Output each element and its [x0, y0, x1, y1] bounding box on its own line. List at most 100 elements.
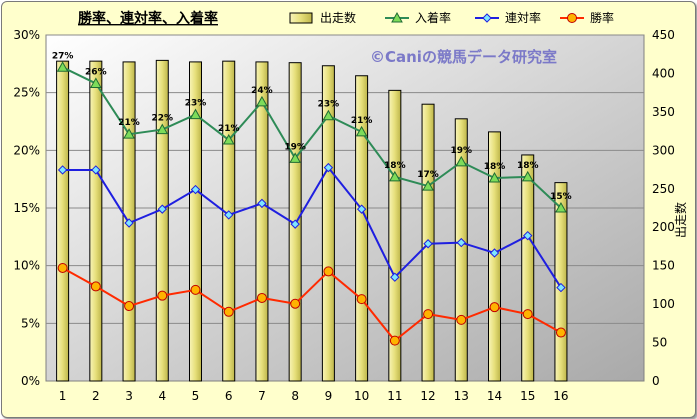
marker-triangle: [289, 152, 302, 163]
data-label: 18%: [384, 161, 406, 171]
marker-circle: [223, 306, 234, 317]
bar: [454, 118, 468, 382]
bar: [89, 60, 103, 382]
marker-triangle: [555, 201, 567, 213]
marker-circle: [57, 262, 68, 273]
bar: [388, 89, 402, 382]
marker-triangle: [322, 109, 335, 121]
data-label: 27%: [52, 51, 74, 61]
x-tick-label: 4: [158, 389, 166, 403]
marker-diamond: [323, 162, 334, 173]
x-tick-label: 14: [487, 389, 502, 403]
series-line: [62, 165, 562, 289]
marker-triangle: [388, 170, 401, 182]
marker-circle: [356, 294, 367, 305]
gridlines: [46, 34, 644, 324]
y-tick-label: 20%: [13, 143, 40, 157]
x-tick-label: 16: [553, 389, 568, 403]
bar: [222, 60, 236, 382]
data-label: 21%: [218, 124, 240, 134]
data-label: 22%: [152, 114, 174, 124]
series-line: [62, 66, 562, 209]
data-label: 21%: [118, 118, 140, 128]
x-tick-label: 5: [192, 389, 200, 403]
y2-tick-label: 300: [652, 143, 675, 157]
data-label: 18%: [484, 162, 506, 172]
y-tick-label: 5%: [21, 316, 40, 330]
x-tick-label: 10: [354, 389, 369, 403]
y2-tick-label: 150: [652, 259, 675, 273]
x-tick-label: 13: [454, 389, 469, 403]
marker-diamond: [356, 204, 367, 214]
data-label: 23%: [185, 99, 207, 109]
x-tick-label: 12: [420, 389, 435, 403]
data-labels: 27% 26% 21% 22% 23% 21% 24% 19% 23% 21% 18% 17% 19% 1…: [52, 51, 572, 202]
marker-diamond: [556, 282, 566, 293]
marker-diamond: [124, 218, 134, 228]
marker-triangle: [521, 170, 534, 182]
marker-diamond: [190, 184, 201, 195]
marker-triangle: [189, 108, 202, 120]
line-series: [56, 61, 567, 346]
legend-label: 連対率: [505, 10, 541, 25]
chart-title: 勝率、連対率、入着率: [78, 10, 218, 27]
y2-tick-label: 450: [652, 28, 675, 42]
marker-triangle: [355, 125, 368, 137]
marker-circle: [157, 290, 168, 301]
marker-triangle: [455, 155, 468, 167]
y2-tick-label: 0: [652, 374, 660, 388]
x-tick-label: 15: [520, 389, 535, 403]
marker-circle: [522, 309, 533, 320]
marker-triangle: [123, 128, 135, 139]
y2-tick-label: 50: [652, 336, 667, 350]
legend-label: 出走数: [320, 10, 356, 25]
bar: [189, 61, 202, 382]
y2-tick-label: 400: [652, 66, 675, 80]
marker-triangle: [488, 171, 501, 183]
legend-label: 勝率: [590, 10, 614, 25]
legend-marker: [482, 13, 492, 23]
marker-diamond: [423, 239, 433, 249]
bar: [521, 154, 535, 382]
marker-circle: [256, 292, 267, 303]
axes: 0% 5% 10% 15% 20% 25% 30% 0 50 100 150 200 250 300 350…: [13, 28, 675, 403]
marker-circle: [423, 309, 434, 320]
x-tick-label: 8: [291, 389, 299, 403]
marker-circle: [489, 302, 500, 313]
y2-tick-label: 350: [652, 105, 675, 119]
watermark-text: ©Caniの競馬データ研究室: [370, 48, 557, 66]
data-label: 19%: [451, 146, 473, 156]
legend-marker: [391, 11, 403, 23]
y-tick-label: 30%: [13, 28, 40, 42]
y-tick-label: 0%: [21, 374, 40, 388]
bar: [355, 75, 369, 382]
marker-circle: [124, 301, 135, 312]
marker-circle: [90, 281, 101, 292]
marker-diamond: [57, 165, 68, 175]
x-tick-label: 2: [92, 389, 100, 403]
marker-diamond: [91, 165, 101, 175]
marker-triangle: [56, 61, 69, 72]
y-tick-label: 25%: [13, 86, 40, 100]
legend-label: 入着率: [415, 10, 451, 25]
data-label: 19%: [284, 142, 306, 152]
marker-diamond: [489, 248, 500, 258]
x-tick-label: 6: [225, 389, 233, 403]
x-tick-label: 9: [325, 389, 333, 403]
marker-triangle: [222, 133, 235, 145]
legend: 出走数 入着率 連対率 勝率: [289, 10, 614, 25]
legend-swatch-bar: [289, 12, 313, 24]
marker-diamond: [157, 204, 167, 214]
x-tick-label: 3: [125, 389, 133, 403]
data-label: 26%: [85, 67, 107, 77]
marker-triangle: [89, 77, 102, 88]
x-tick-label: 7: [258, 389, 266, 403]
series-line: [62, 267, 562, 343]
marker-circle: [323, 266, 334, 277]
x-tick-label: 1: [59, 389, 67, 403]
data-label: 23%: [318, 100, 340, 110]
marker-circle: [456, 314, 467, 325]
x-tick-label: 11: [387, 389, 402, 403]
